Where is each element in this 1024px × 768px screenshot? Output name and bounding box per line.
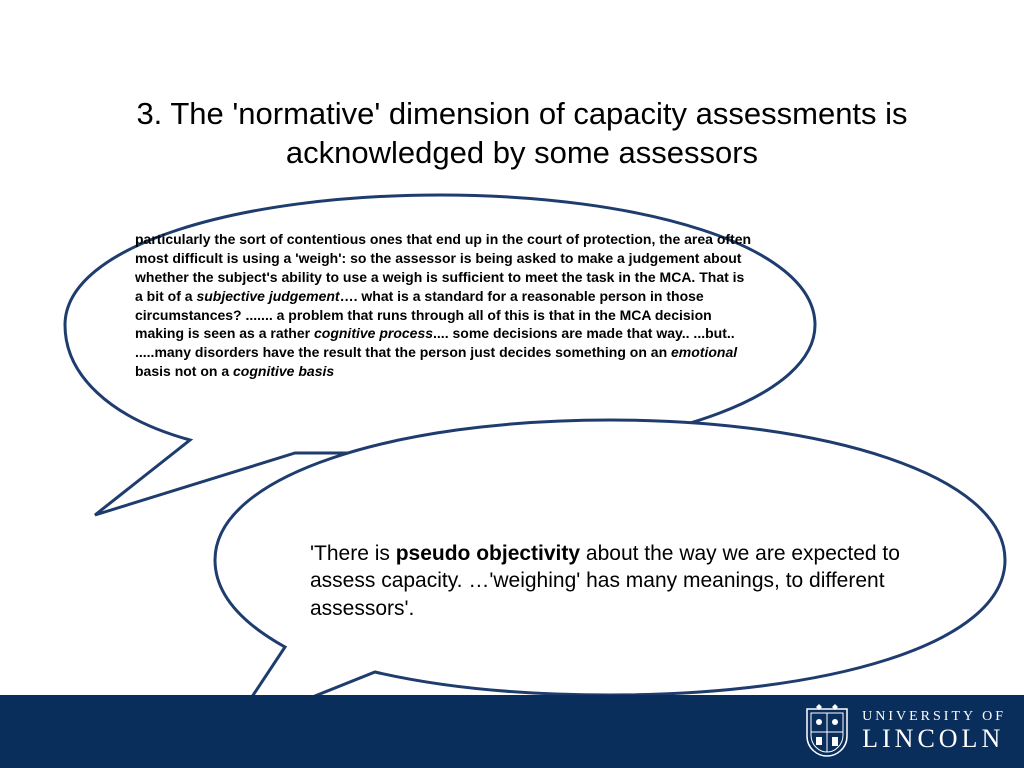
bubble1-ital4: cognitive basis	[233, 363, 334, 379]
speech-bubble-2-text: 'There is pseudo objectivity about the w…	[310, 540, 950, 622]
logo-line1: UNIVERSITY OF	[862, 710, 1006, 725]
bubble1-part4: basis not on a	[135, 363, 233, 379]
bubble1-ital1: subjective judgement	[196, 288, 339, 304]
speech-bubble-1-text: particularly the sort of contentious one…	[135, 230, 753, 381]
bubble1-ital2: cognitive process	[314, 325, 433, 341]
footer-bar: UNIVERSITY OF LINCOLN	[0, 695, 1024, 768]
bubble2-part1: 'There is	[310, 542, 396, 565]
slide: 3. The 'normative' dimension of capacity…	[0, 0, 1024, 768]
slide-title: 3. The 'normative' dimension of capacity…	[50, 95, 994, 173]
crest-icon	[802, 704, 852, 759]
speech-bubble-2: 'There is pseudo objectivity about the w…	[210, 415, 1010, 735]
bubble2-bold: pseudo objectivity	[396, 542, 580, 565]
logo-text: UNIVERSITY OF LINCOLN	[862, 710, 1006, 752]
logo-line2: LINCOLN	[862, 725, 1006, 752]
bubble1-ital3: emotional	[671, 344, 737, 360]
university-logo: UNIVERSITY OF LINCOLN	[802, 702, 1006, 760]
